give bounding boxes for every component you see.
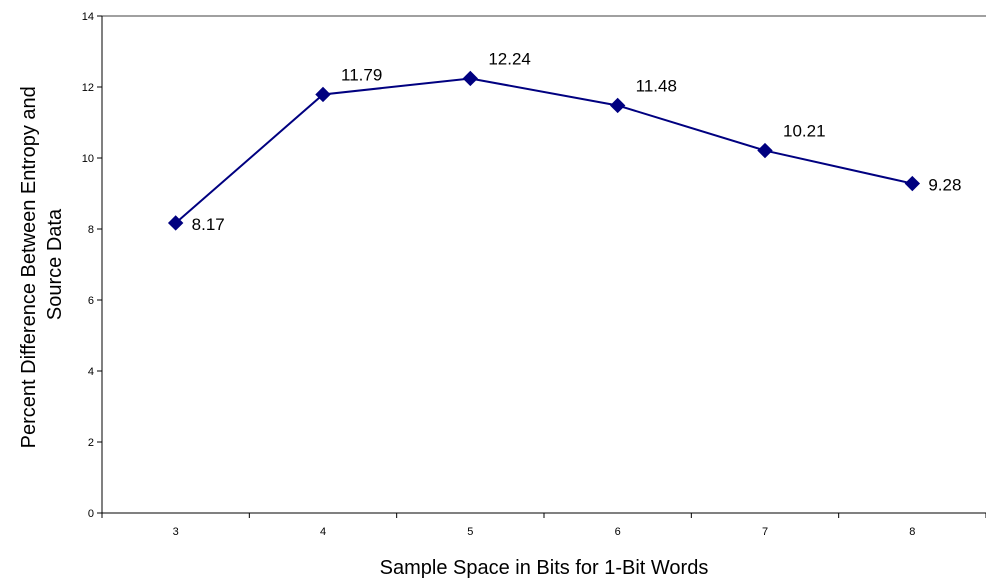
y-tick-label: 2 [88,437,94,449]
data-labels: 8.17 11.79 12.24 11.48 10.21 9.28 [192,49,962,233]
y-tick-label: 4 [88,366,94,378]
x-tick-label: 8 [909,526,915,538]
data-label: 11.48 [636,76,677,95]
data-point-marker [167,215,184,231]
x-axis-title: Sample Space in Bits for 1-Bit Words [380,557,709,578]
data-point-marker [757,142,773,159]
y-axis-title-line-1: Percent Difference Between Entropy and [18,86,40,448]
y-tick-label: 0 [88,508,94,520]
y-axis-title: Percent Difference Between Entropy and S… [18,81,66,449]
y-axis-title-line-2: Source Data [44,208,66,320]
x-tick-label: 3 [173,526,179,538]
data-label: 8.17 [192,215,225,234]
y-tick-label: 14 [82,11,94,23]
y-tick-label: 10 [82,153,94,165]
data-label: 11.79 [341,65,382,84]
x-tick-label: 7 [762,526,768,538]
y-tick-label: 6 [88,295,94,307]
series-line [175,77,913,224]
data-label: 9.28 [928,176,961,195]
x-axis-ticks: 3 4 5 6 7 8 [101,513,986,538]
y-tick-label: 8 [88,224,94,236]
data-point-marker [315,86,331,103]
data-point-marker [462,70,479,87]
plot-area [101,15,986,514]
data-point-marker [904,175,921,192]
series-group [167,70,921,231]
data-point-marker [609,97,626,114]
data-label: 10.21 [783,122,826,141]
x-tick-label: 6 [615,526,621,538]
y-axis-ticks: 0 2 4 6 8 10 12 14 [82,11,102,520]
data-label: 12.24 [488,49,531,68]
x-tick-label: 5 [467,526,473,538]
x-tick-label: 4 [320,526,326,538]
y-tick-label: 12 [82,82,94,94]
